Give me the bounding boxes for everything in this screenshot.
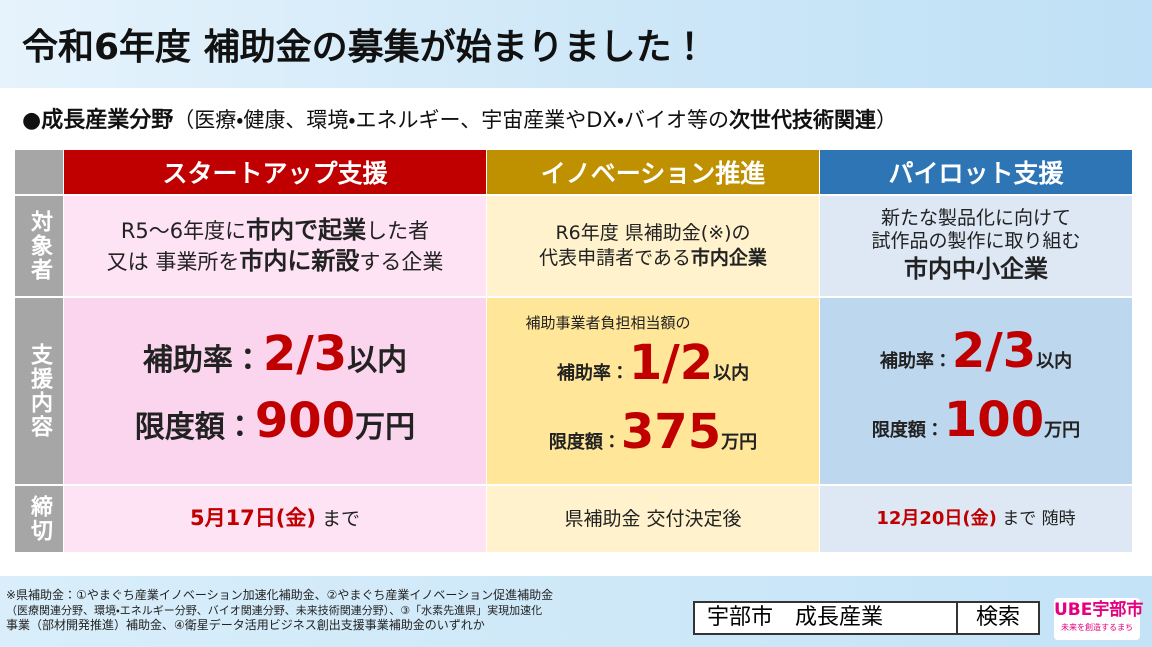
text: まで 随時 <box>1002 509 1076 530</box>
text: 万円 <box>1044 420 1081 441</box>
text: まで <box>322 508 361 531</box>
cell-line: 又は 事業所を市内に新設する企業 <box>107 246 444 277</box>
text: 5月17日(金) <box>189 506 316 531</box>
text: R5～6年度に <box>120 218 247 243</box>
cell-line: 限度額：100万円 <box>872 391 1080 460</box>
text: 新たな製品化に向けて <box>880 206 1071 229</box>
table-cell: 新たな製品化に向けて 試作品の製作に取り組む 市内中小企業 <box>820 196 1132 296</box>
text: 又は 事業所を <box>106 250 240 274</box>
text: 900 <box>254 393 356 449</box>
cell-line: 試作品の製作に取り組む <box>871 230 1080 254</box>
text: 2/3 <box>262 326 348 382</box>
text: 100 <box>943 392 1045 448</box>
text: 12月20日(金) <box>876 508 997 530</box>
cell-line: 5月17日(金) まで <box>190 505 360 532</box>
text: 万円 <box>355 410 416 445</box>
row-header: 対象者 <box>15 196 63 296</box>
text: 万円 <box>721 431 758 453</box>
section-note: 次世代技術関連 <box>728 108 876 132</box>
text: した者 <box>366 218 430 243</box>
cell-line: 補助率：2/3以内 <box>143 324 407 391</box>
column-header: イノベーション推進 <box>487 150 819 194</box>
logo: UBE宇部市 未来を創造するまち <box>1054 598 1144 640</box>
text: 限度額： <box>134 410 255 445</box>
footnote: ※県補助金：①やまぐち産業イノベーション加速化補助金、②やまぐち産業イノベーショ… <box>6 588 553 633</box>
text: 補助率： <box>142 343 263 378</box>
text: する企業 <box>359 250 444 274</box>
footnote-line: （医療関連分野、環境・エネルギー分野、バイオ関連分野、未来技術関連分野）、③「水… <box>6 604 543 617</box>
table-cell: 補助事業者負担相当額の 補助率：1/2以内 限度額：375万円 <box>487 298 819 484</box>
row-header: 支援内容 <box>15 298 63 484</box>
table-cell: 5月17日(金) まで <box>64 486 486 552</box>
cell-line: 限度額：900万円 <box>135 391 415 458</box>
text: R6年度 県補助金(※)の <box>555 222 751 245</box>
text: 補助率： <box>556 362 629 384</box>
cell-line: 12月20日(金) まで 随時 <box>876 507 1075 530</box>
title: 令和6年度 補助金の募集が始まりました！ <box>22 27 708 68</box>
cell-line: 新たな製品化に向けて <box>881 207 1071 231</box>
cell-line: 補助率：1/2以内 <box>557 334 749 403</box>
table-cell: 補助率：2/3以内 限度額：900万円 <box>64 298 486 484</box>
search-button[interactable]: 検索 <box>958 601 1040 635</box>
cell-line: 補助事業者負担相当額の <box>525 314 690 334</box>
cell-line: R6年度 県補助金(※)の <box>555 221 750 246</box>
text: 1/2 <box>628 334 714 391</box>
table-cell: R6年度 県補助金(※)の 代表申請者である市内企業 <box>487 196 819 296</box>
text: 市内に新設 <box>239 247 360 275</box>
footnote-line: ※県補助金：①やまぐち産業イノベーション加速化補助金、②やまぐち産業イノベーショ… <box>6 588 554 602</box>
text: 補助率： <box>879 351 952 372</box>
row-header: 締切 <box>15 486 63 552</box>
text: 市内で起業 <box>246 215 367 244</box>
table-cell: 県補助金 交付決定後 <box>487 486 819 552</box>
cell-line: 補助率：2/3以内 <box>880 322 1072 391</box>
table-cell: R5～6年度に市内で起業した者 又は 事業所を市内に新設する企業 <box>64 196 486 296</box>
text: 限度額： <box>548 431 621 453</box>
text: 試作品の製作に取り組む <box>871 230 1081 253</box>
column-header: パイロット支援 <box>820 150 1132 194</box>
section-heading: ●成長産業分野 <box>22 108 174 133</box>
section-note: （医療・健康、環境・エネルギー、宇宙産業やDX・バイオ等の <box>173 108 729 132</box>
text: 市内企業 <box>690 247 767 269</box>
text: 2/3 <box>951 323 1037 379</box>
corner-cell <box>15 150 63 194</box>
text: 限度額： <box>871 420 944 441</box>
text: 以内 <box>347 343 408 378</box>
cell-line: 県補助金 交付決定後 <box>564 507 741 532</box>
footnote-line: 事業（部材開発推進）補助金、④衛星データ活用ビジネス創出支援事業補助金のいずれか <box>6 618 485 632</box>
header-background <box>0 0 1152 88</box>
text: 代表申請者である <box>539 247 691 269</box>
text: 375 <box>620 403 722 460</box>
text: 市内中小企業 <box>904 255 1048 284</box>
cell-line: 限度額：375万円 <box>549 403 757 472</box>
text: 以内 <box>713 362 750 384</box>
search-input[interactable]: 宇部市 成長産業 <box>693 601 958 635</box>
logo-tagline: 未来を創造するまち <box>1061 623 1133 632</box>
table-cell: 12月20日(金) まで 随時 <box>820 486 1132 552</box>
section-note: ） <box>875 108 897 132</box>
table-cell: 補助率：2/3以内 限度額：100万円 <box>820 298 1132 484</box>
column-header: スタートアップ支援 <box>64 150 486 194</box>
cell-line: 代表申請者である市内企業 <box>539 246 767 271</box>
text: 以内 <box>1036 351 1073 372</box>
section: ●成長産業分野（医療・健康、環境・エネルギー、宇宙産業やDX・バイオ等の次世代技… <box>22 102 897 134</box>
logo-text: UBE宇部市 <box>1054 600 1144 620</box>
text: 補助事業者負担相当額の <box>525 314 691 332</box>
text: 県補助金 交付決定後 <box>564 507 742 530</box>
cell-line: 市内中小企業 <box>904 254 1048 285</box>
cell-line: R5～6年度に市内で起業した者 <box>121 215 429 246</box>
